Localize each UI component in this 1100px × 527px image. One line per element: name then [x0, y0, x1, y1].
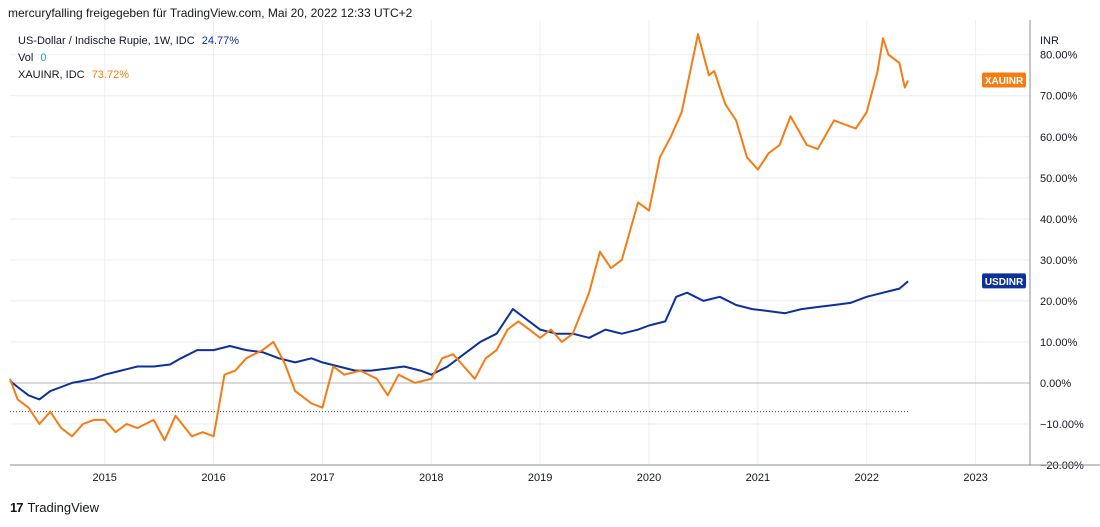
- x-tick-label: 2015: [92, 472, 116, 484]
- y-tick-label: 50.00%: [1040, 173, 1078, 185]
- x-tick-label: 2017: [310, 472, 334, 484]
- series-line-usdinr: [9, 280, 909, 401]
- badge-xauinr: XAUINR: [982, 72, 1026, 88]
- y-tick-label: 30.00%: [1040, 255, 1078, 267]
- badge-bg: [982, 72, 1026, 88]
- axes: 80.00% 70.00% 60.00% 50.00% 40.00% 30.00% 20.0…: [10, 20, 1100, 484]
- legend-compare[interactable]: XAUINR, IDC 73.72%: [18, 69, 129, 81]
- legend-volume-label: Vol: [18, 52, 34, 64]
- legend-main-value: 24.77%: [201, 35, 240, 47]
- y-axis-unit-label: INR: [1040, 35, 1059, 47]
- y-tick-label: 60.00%: [1040, 132, 1078, 144]
- x-tick-label: 2016: [201, 472, 225, 484]
- reference-lines: [10, 382, 1030, 413]
- y-tick-label: 40.00%: [1040, 214, 1078, 226]
- legend-main[interactable]: US-Dollar / Indische Rupie, 1W, IDC 24.7…: [18, 35, 239, 47]
- legend-compare-value: 73.72%: [91, 69, 129, 81]
- tradingview-logo-icon: 17: [10, 500, 24, 515]
- x-tick-label: 2021: [746, 472, 770, 484]
- y-tick-label: 80.00%: [1040, 50, 1078, 62]
- x-tick-label: 2023: [963, 472, 987, 484]
- y-tick-label: 0.00%: [1040, 378, 1071, 390]
- y-tick-label: 10.00%: [1040, 337, 1078, 349]
- legend-volume[interactable]: Vol 0: [18, 52, 46, 64]
- y-tick-label: −20.00%: [1040, 460, 1084, 472]
- series-layer: [9, 33, 910, 442]
- tradingview-footer[interactable]: 17 TradingView: [10, 500, 99, 515]
- x-tick-label: 2020: [637, 472, 661, 484]
- footer-brand: TradingView: [27, 500, 100, 515]
- x-tick-label: 2019: [528, 472, 552, 484]
- badge-bg: [982, 273, 1026, 289]
- y-tick-label: 20.00%: [1040, 296, 1078, 308]
- x-tick-label: 2022: [854, 472, 878, 484]
- badge-label: XAUINR: [985, 76, 1024, 87]
- price-badges: USDINR XAUINR: [982, 72, 1026, 289]
- y-tick-label: −10.00%: [1040, 419, 1084, 431]
- y-tick-label: 70.00%: [1040, 91, 1078, 103]
- legend-volume-value: 0: [40, 52, 47, 64]
- badge-label: USDINR: [985, 277, 1024, 288]
- badge-usdinr: USDINR: [982, 273, 1026, 289]
- chart-header: mercuryfalling freigegeben für TradingVi…: [8, 6, 413, 20]
- x-tick-label: 2018: [419, 472, 443, 484]
- grid: [10, 20, 1030, 466]
- legend-compare-label: XAUINR, IDC: [18, 69, 85, 81]
- series-line-xauinr: [9, 33, 910, 442]
- legend-main-label: US-Dollar / Indische Rupie, 1W, IDC: [18, 35, 195, 47]
